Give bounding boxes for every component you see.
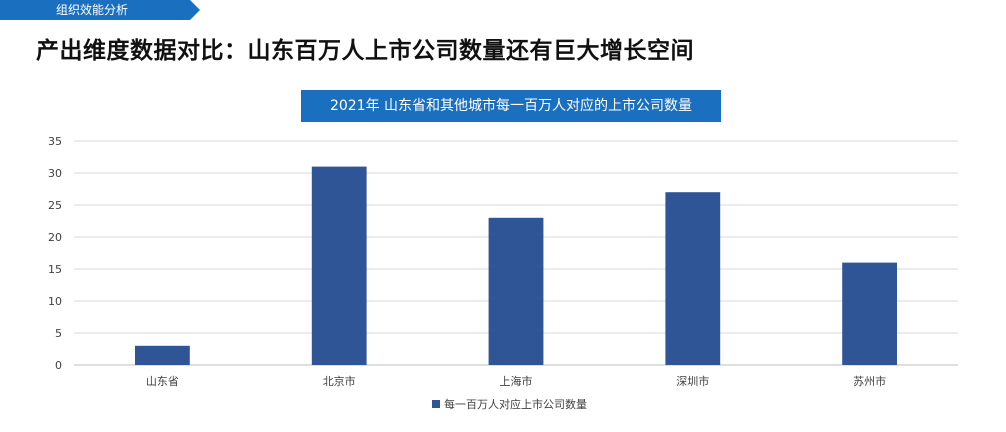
- y-tick-label: 35: [48, 135, 62, 148]
- y-tick-label: 0: [55, 359, 62, 372]
- x-tick-label: 上海市: [500, 374, 533, 388]
- bar: [842, 262, 898, 365]
- legend: 每一百万人对应上市公司数量: [432, 397, 587, 411]
- bar: [311, 166, 367, 365]
- page-title: 产出维度数据对比：山东百万人上市公司数量还有巨大增长空间: [36, 38, 694, 64]
- x-tick-label: 山东省: [146, 375, 179, 388]
- bar: [134, 345, 190, 365]
- y-tick-label: 5: [55, 327, 62, 340]
- bar-layer: [134, 166, 898, 365]
- bar: [488, 217, 544, 365]
- bar: [665, 192, 721, 365]
- x-tick-label: 深圳市: [676, 374, 709, 388]
- y-tick-label: 15: [48, 263, 62, 276]
- legend-swatch: [432, 400, 440, 408]
- section-tab: 组织效能分析: [0, 0, 200, 20]
- x-axis-ticks: 山东省 北京市 上海市 深圳市 苏州市: [146, 374, 886, 388]
- section-tab-shape: [0, 0, 200, 20]
- x-tick-label: 北京市: [323, 374, 356, 388]
- y-tick-label: 10: [48, 295, 62, 308]
- chart-title: 2021年 山东省和其他城市每一百万人对应的上市公司数量: [301, 90, 721, 122]
- y-tick-label: 20: [48, 231, 62, 244]
- y-tick-label: 30: [48, 167, 62, 180]
- legend-label: 每一百万人对应上市公司数量: [444, 397, 587, 411]
- x-tick-label: 苏州市: [853, 374, 886, 388]
- section-tab-label: 组织效能分析: [56, 3, 129, 17]
- y-tick-label: 25: [48, 199, 62, 212]
- y-axis-ticks: 0 5 10 15 20 25 30 35: [48, 135, 62, 372]
